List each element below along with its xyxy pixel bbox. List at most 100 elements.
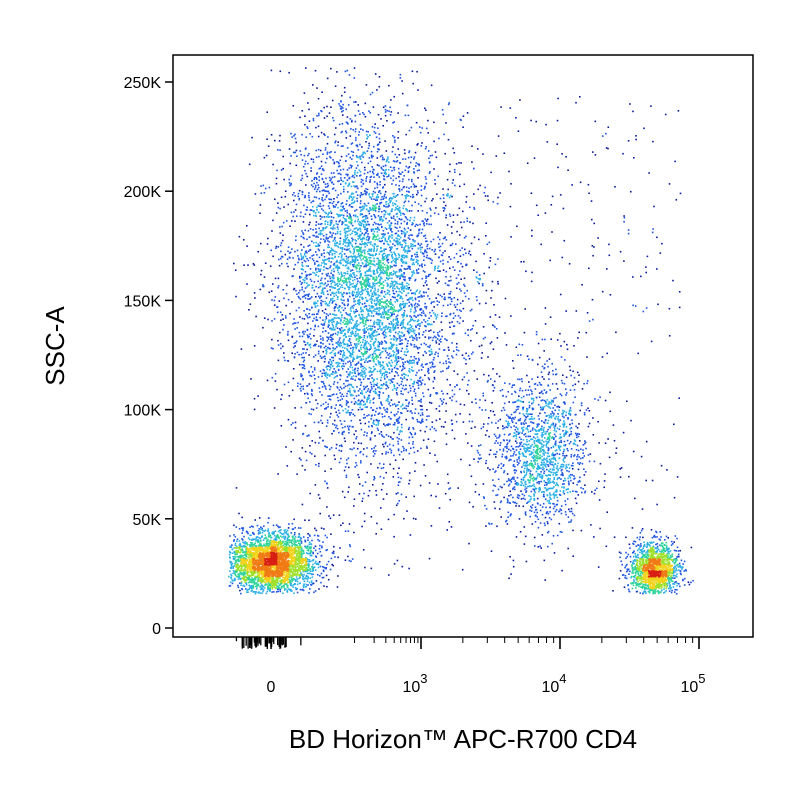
event-point — [518, 378, 521, 381]
event-point — [629, 570, 631, 573]
event-point — [366, 227, 369, 230]
event-point — [384, 108, 387, 111]
event-point — [679, 585, 681, 588]
event-point — [418, 264, 421, 267]
event-point — [356, 171, 359, 174]
event-point — [340, 358, 342, 361]
event-point — [533, 536, 536, 539]
event-point — [363, 332, 366, 334]
event-point — [337, 180, 339, 183]
event-point — [453, 304, 456, 306]
event-point — [437, 175, 439, 178]
event-point — [481, 283, 484, 285]
event-point — [397, 443, 400, 445]
event-point — [453, 168, 456, 171]
event-point — [520, 478, 523, 481]
event-point — [420, 369, 423, 371]
event-point — [327, 560, 330, 563]
event-point — [294, 263, 297, 266]
event-point — [495, 470, 497, 472]
event-point — [583, 413, 586, 416]
event-point — [349, 425, 351, 428]
event-point — [414, 408, 417, 410]
event-point — [406, 330, 409, 332]
event-point — [289, 225, 291, 227]
event-point — [353, 397, 356, 400]
event-point — [271, 591, 273, 593]
event-point — [425, 109, 427, 111]
event-point — [308, 412, 310, 415]
event-point — [509, 490, 511, 493]
event-point — [308, 223, 310, 226]
event-point — [659, 531, 661, 533]
event-point — [538, 392, 541, 394]
event-point — [474, 398, 477, 400]
event-point — [570, 519, 573, 521]
event-point — [332, 250, 335, 252]
event-point — [328, 324, 330, 327]
event-point — [346, 267, 349, 270]
event-point — [349, 318, 351, 321]
event-point — [368, 110, 370, 112]
event-point — [491, 289, 493, 292]
event-point — [553, 454, 556, 456]
event-point — [529, 430, 532, 432]
event-point — [381, 291, 383, 294]
event-point — [513, 451, 516, 453]
event-point — [510, 481, 512, 483]
event-point — [435, 408, 438, 410]
event-point — [389, 463, 391, 466]
event-point — [443, 293, 445, 295]
event-point — [386, 109, 389, 112]
event-point — [355, 101, 357, 103]
event-point — [356, 185, 358, 187]
event-point — [404, 158, 407, 160]
event-point — [494, 442, 496, 444]
event-point — [384, 441, 387, 444]
event-point — [355, 209, 358, 211]
event-point — [325, 446, 327, 448]
event-point — [524, 433, 527, 435]
event-point — [597, 399, 600, 401]
event-point — [508, 439, 511, 442]
event-point — [413, 343, 416, 346]
event-point — [327, 365, 330, 367]
event-point — [324, 357, 326, 360]
event-point — [407, 170, 410, 173]
event-point — [511, 421, 514, 424]
event-point — [496, 437, 498, 439]
event-point — [400, 377, 402, 379]
event-point — [263, 192, 266, 194]
event-point — [491, 280, 494, 283]
event-point — [434, 365, 436, 368]
event-point — [306, 308, 309, 310]
event-point — [555, 373, 558, 375]
event-point — [322, 331, 324, 333]
event-point — [497, 283, 499, 285]
event-point — [605, 545, 608, 548]
event-point — [483, 497, 485, 499]
event-point — [543, 495, 545, 498]
event-point — [333, 454, 336, 457]
event-point — [348, 176, 351, 179]
event-point — [336, 375, 338, 377]
event-point — [330, 557, 333, 560]
event-point — [311, 453, 313, 455]
event-point — [324, 183, 327, 185]
event-point — [241, 527, 243, 529]
event-point — [440, 370, 442, 373]
event-point — [350, 419, 353, 422]
event-point — [468, 250, 471, 253]
event-point — [623, 586, 626, 588]
event-point — [326, 446, 328, 449]
event-point — [440, 400, 443, 402]
event-point — [403, 353, 406, 356]
event-point — [473, 167, 475, 170]
event-point — [574, 432, 577, 435]
event-point — [333, 238, 336, 240]
event-point — [328, 361, 330, 363]
event-point — [322, 440, 324, 442]
event-point — [438, 339, 441, 342]
event-point — [414, 201, 416, 203]
event-point — [311, 440, 313, 442]
